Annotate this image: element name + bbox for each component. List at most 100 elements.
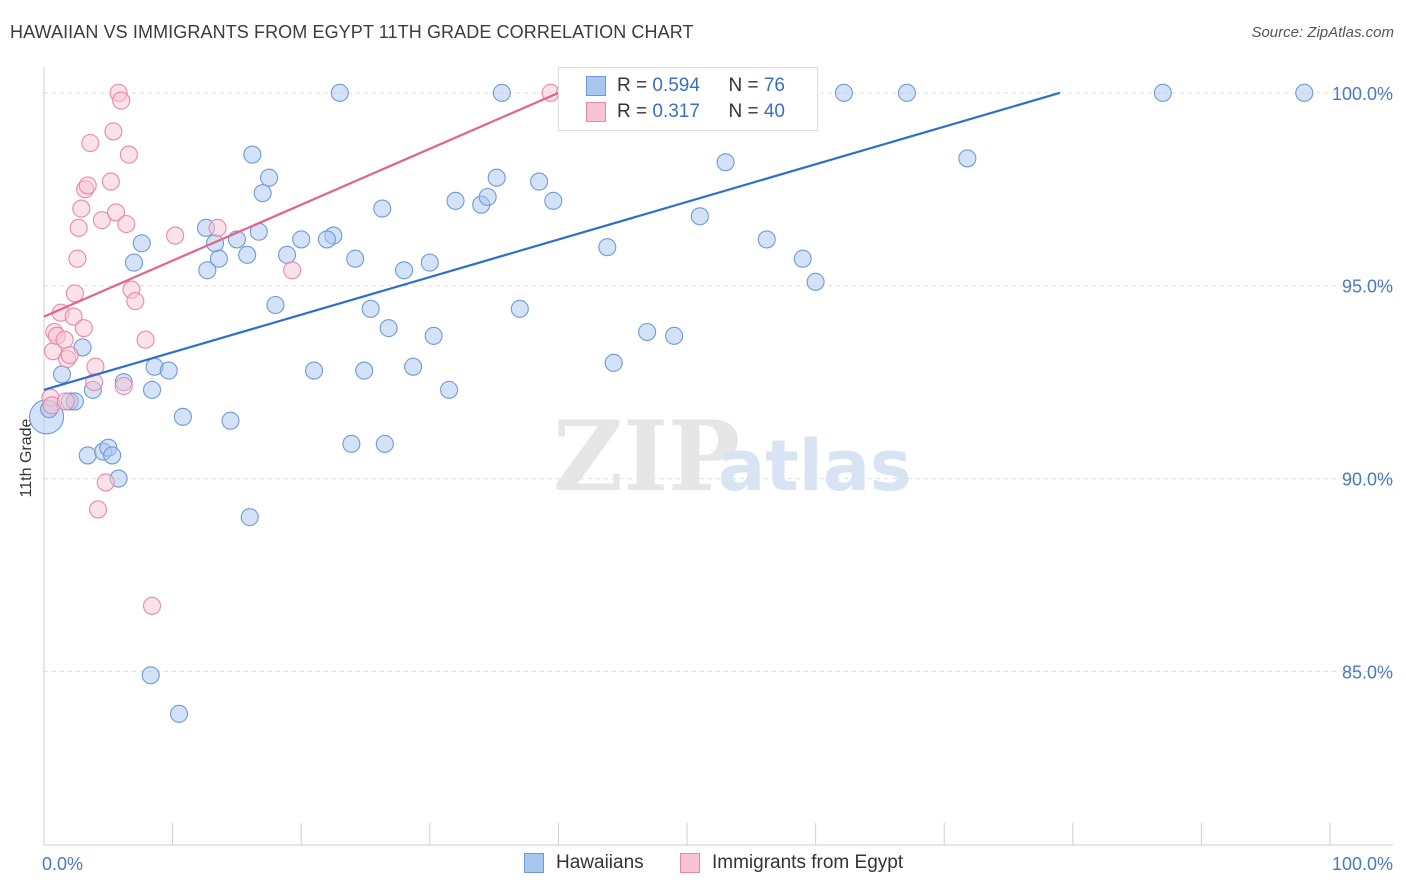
point-hawaiians (604, 353, 623, 372)
n-label: N = (728, 75, 764, 96)
point-hawaiians (169, 704, 189, 723)
point-hawaiians (424, 326, 443, 345)
point-egypt (55, 330, 74, 349)
point-egypt (142, 596, 162, 615)
y-tick-label: 90.0% (1342, 470, 1393, 490)
point-hawaiians (958, 149, 977, 168)
point-hawaiians (132, 234, 151, 253)
y-tick-label: 85.0% (1342, 662, 1393, 682)
legend-swatch-egypt (680, 853, 700, 873)
point-egypt (78, 176, 97, 195)
point-hawaiians (690, 207, 709, 226)
watermark-zip: ZIP (553, 400, 740, 513)
point-hawaiians (598, 238, 617, 257)
point-hawaiians (834, 83, 853, 102)
point-hawaiians (259, 168, 279, 187)
y-tick-label: 95.0% (1342, 277, 1393, 297)
point-hawaiians (510, 299, 529, 318)
point-egypt (65, 284, 84, 303)
point-hawaiians (240, 508, 259, 527)
point-hawaiians (395, 261, 414, 280)
point-hawaiians (361, 299, 380, 318)
point-hawaiians (305, 361, 324, 380)
trend-lines (43, 91, 1061, 391)
legend-label-hawaiians: Hawaiians (556, 852, 644, 873)
point-hawaiians (665, 326, 684, 345)
point-egypt (88, 500, 108, 519)
point-hawaiians (446, 191, 465, 210)
point-hawaiians (253, 184, 272, 203)
x-tick-label: 0.0% (42, 854, 83, 874)
point-egypt (92, 211, 111, 230)
watermark-atlas: atlas (718, 425, 912, 507)
point-hawaiians (757, 230, 776, 249)
point-hawaiians (159, 361, 178, 380)
point-hawaiians (330, 83, 349, 102)
point-hawaiians (198, 261, 217, 280)
point-hawaiians (142, 380, 162, 399)
trend-line-hawaiians (43, 91, 1061, 391)
point-hawaiians (103, 446, 122, 465)
point-egypt (69, 218, 88, 237)
point-hawaiians (355, 361, 374, 380)
source-credit: Source: ZipAtlas.com (1251, 24, 1394, 41)
point-hawaiians (52, 365, 72, 384)
point-egypt (208, 218, 227, 237)
point-hawaiians (897, 83, 916, 102)
r-value: 0.594 (652, 75, 700, 96)
axes (43, 67, 1393, 846)
point-hawaiians (238, 245, 257, 264)
grid-lines (44, 92, 1393, 672)
point-hawaiians (530, 172, 549, 191)
point-egypt (60, 346, 79, 365)
r-value: 0.317 (652, 101, 700, 122)
n-value: 40 (763, 101, 785, 122)
point-egypt (96, 473, 115, 492)
point-egypt (112, 91, 131, 110)
point-hawaiians (173, 407, 192, 426)
r-label: R = (617, 75, 653, 96)
point-egypt (136, 330, 155, 349)
point-hawaiians (806, 272, 825, 291)
point-hawaiians (266, 295, 285, 315)
chart-title: HAWAIIAN VS IMMIGRANTS FROM EGYPT 11TH G… (10, 22, 694, 42)
legend-label-egypt: Immigrants from Egypt (712, 852, 904, 873)
point-hawaiians (404, 357, 423, 376)
point-egypt (126, 292, 145, 311)
legend-swatch-egypt (586, 102, 606, 122)
y-tick-label: 100.0% (1332, 84, 1393, 104)
n-label: N = (728, 101, 764, 122)
point-hawaiians (716, 153, 735, 172)
point-hawaiians (278, 245, 297, 264)
stats-legend: R = 0.594 N = 76 R = 0.317 N = 40 (558, 67, 818, 131)
point-hawaiians (243, 145, 262, 164)
point-egypt (166, 226, 185, 245)
point-egypt (81, 133, 100, 153)
point-hawaiians (141, 666, 160, 685)
point-egypt (56, 392, 75, 411)
legend-swatch-hawaiians (586, 76, 606, 96)
point-hawaiians (487, 168, 506, 187)
point-hawaiians (440, 380, 459, 399)
point-hawaiians (492, 83, 511, 102)
point-hawaiians (544, 191, 563, 210)
point-hawaiians (638, 322, 657, 342)
point-hawaiians (124, 253, 144, 272)
series-legend: Hawaiians Immigrants from Egypt (0, 852, 1406, 878)
n-value: 76 (763, 75, 785, 96)
point-egypt (114, 376, 133, 396)
point-egypt (117, 214, 136, 234)
point-hawaiians (793, 249, 812, 268)
point-egypt (106, 203, 126, 222)
point-hawaiians (1153, 83, 1172, 102)
point-hawaiians (78, 446, 97, 465)
point-hawaiians (209, 249, 228, 268)
point-egypt (64, 307, 83, 326)
point-hawaiians (292, 230, 311, 249)
point-egypt (68, 249, 87, 268)
point-hawaiians (373, 199, 392, 218)
watermark: ZIP atlas (553, 400, 912, 513)
tick-labels: 85.0% 90.0% 95.0% 100.0% 0.0% 100.0% (42, 84, 1393, 874)
point-hawaiians (1295, 83, 1314, 102)
